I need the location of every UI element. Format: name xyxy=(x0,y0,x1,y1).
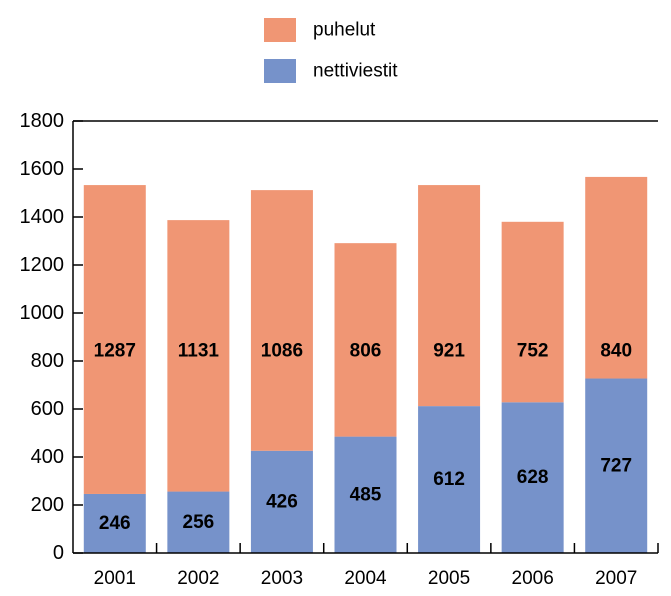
data-label-nettiviestit-2007: 727 xyxy=(600,455,632,476)
legend: puhelut nettiviestit xyxy=(264,18,398,83)
data-label-nettiviestit-2004: 485 xyxy=(350,484,382,505)
x-tick-label-2006: 2006 xyxy=(512,568,554,589)
data-label-nettiviestit-2002: 256 xyxy=(183,512,215,533)
x-tick-label-2005: 2005 xyxy=(428,568,470,589)
data-label-puhelut-2005: 921 xyxy=(433,341,465,362)
y-tick-label: 1600 xyxy=(20,158,65,180)
bars: 246 1287 256 1131 426 1086 485 806 612 921 628 752 7… xyxy=(83,176,648,553)
legend-label-nettiviestit: nettiviestit xyxy=(313,61,398,82)
bar-puhelut-2004[interactable] xyxy=(334,243,397,437)
data-label-nettiviestit-2006: 628 xyxy=(517,467,549,488)
legend-swatch-nettiviestit xyxy=(264,59,296,83)
bar-nettiviestit-2006[interactable] xyxy=(501,402,564,553)
y-tick-label: 800 xyxy=(31,350,64,372)
bar-puhelut-2005[interactable] xyxy=(418,185,481,407)
data-label-puhelut-2004: 806 xyxy=(350,341,382,362)
y-tick-label: 600 xyxy=(31,398,64,420)
y-tick-label: 200 xyxy=(31,494,64,516)
y-tick-label: 0 xyxy=(53,542,64,564)
y-tick-label: 1400 xyxy=(20,206,65,228)
data-label-puhelut-2006: 752 xyxy=(517,341,549,362)
data-label-nettiviestit-2005: 612 xyxy=(433,469,465,490)
data-label-puhelut-2002: 1131 xyxy=(178,341,220,362)
legend-swatch-puhelut xyxy=(264,18,296,42)
data-label-nettiviestit-2003: 426 xyxy=(266,491,298,512)
bar-nettiviestit-2003[interactable] xyxy=(250,450,313,553)
bar-puhelut-2001[interactable] xyxy=(83,185,146,494)
bar-nettiviestit-2001[interactable] xyxy=(83,493,146,553)
bar-nettiviestit-2005[interactable] xyxy=(418,406,481,553)
x-tick-label-2002: 2002 xyxy=(177,568,219,589)
axes: 0 200 400 600 800 1000 1200 1400 1600 1800 2001 200… xyxy=(20,110,659,589)
bar-puhelut-2006[interactable] xyxy=(501,221,564,403)
x-tick-label-2007: 2007 xyxy=(595,568,637,589)
y-tick-label: 1200 xyxy=(20,254,65,276)
data-label-puhelut-2001: 1287 xyxy=(94,341,136,362)
bar-puhelut-2003[interactable] xyxy=(250,190,313,451)
bar-nettiviestit-2007[interactable] xyxy=(585,378,648,553)
bar-puhelut-2007[interactable] xyxy=(585,176,648,379)
y-tick-label: 1000 xyxy=(20,302,65,324)
bar-nettiviestit-2004[interactable] xyxy=(334,436,397,553)
bar-nettiviestit-2002[interactable] xyxy=(167,491,230,553)
data-label-puhelut-2007: 840 xyxy=(600,341,632,362)
x-tick-label-2001: 2001 xyxy=(94,568,136,589)
data-label-nettiviestit-2001: 246 xyxy=(99,513,131,534)
y-tick-label: 1800 xyxy=(20,110,65,132)
y-tick-label: 400 xyxy=(31,446,64,468)
data-label-puhelut-2003: 1086 xyxy=(261,341,303,362)
legend-label-puhelut: puhelut xyxy=(313,20,376,41)
x-tick-label-2003: 2003 xyxy=(261,568,303,589)
bar-puhelut-2002[interactable] xyxy=(167,220,230,492)
x-tick-label-2004: 2004 xyxy=(344,568,387,589)
